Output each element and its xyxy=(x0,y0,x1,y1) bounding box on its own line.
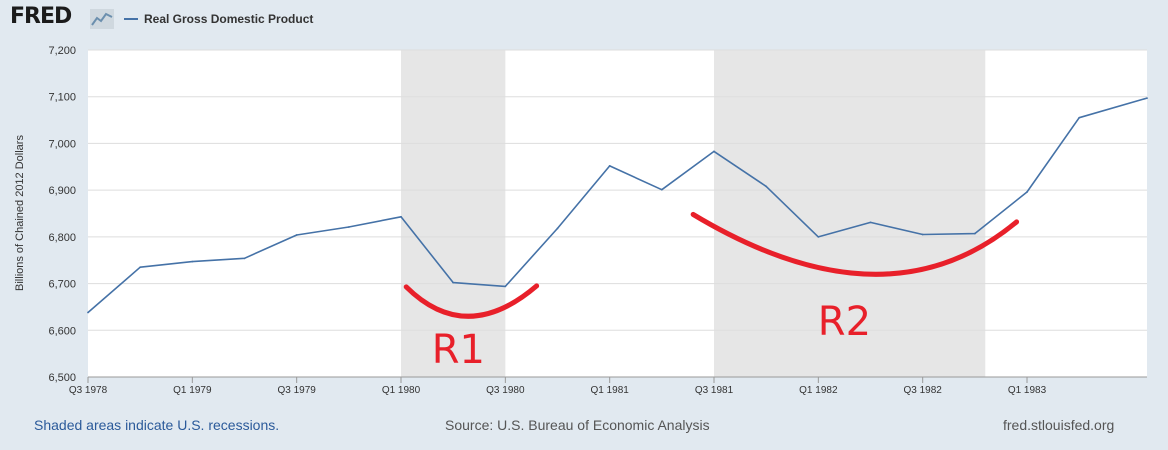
y-tick-label: 6,900 xyxy=(48,185,76,197)
data-point xyxy=(295,234,298,236)
x-tick-label: Q3 1981 xyxy=(695,385,734,396)
data-point xyxy=(191,260,194,263)
data-point xyxy=(1146,97,1148,100)
data-point xyxy=(869,221,872,224)
annotation-label-r2: R2 xyxy=(818,299,871,345)
data-point xyxy=(1026,191,1028,193)
y-tick-label: 7,000 xyxy=(48,138,76,150)
x-tick-label: Q3 1980 xyxy=(486,385,525,396)
data-point xyxy=(660,188,663,191)
recession-shading xyxy=(401,50,986,377)
legend-label: Real Gross Domestic Product xyxy=(144,12,314,26)
y-tick-label: 6,800 xyxy=(48,232,76,244)
recession-note-link[interactable]: Shaded areas indicate U.S. recessions. xyxy=(34,417,280,433)
x-tick-label: Q1 1980 xyxy=(382,385,421,396)
legend-swatch xyxy=(124,18,138,20)
plot-background xyxy=(88,50,1147,377)
x-tick-label: Q1 1981 xyxy=(590,385,629,396)
x-axis-ticks: Q3 1978 Q1 1979 Q3 1979 Q1 1980 Q3 1980 Q1 19… xyxy=(69,377,1047,396)
x-tick-label: Q1 1979 xyxy=(173,385,212,396)
x-tick-label: Q1 1983 xyxy=(1008,385,1047,396)
y-tick-label: 6,500 xyxy=(48,372,76,384)
fred-logo[interactable]: FRED xyxy=(10,4,72,29)
x-tick-label: Q1 1982 xyxy=(799,385,838,396)
y-tick-label: 6,700 xyxy=(48,279,76,291)
data-point xyxy=(765,185,768,188)
x-tick-label: Q3 1979 xyxy=(277,385,316,396)
y-axis-ticks: 6,500 6,600 6,700 6,800 6,900 7,000 7,100 7,200 xyxy=(48,45,76,384)
data-point xyxy=(243,257,246,260)
recession-band-2 xyxy=(714,50,986,377)
y-axis-label: Billions of Chained 2012 Dollars xyxy=(14,135,26,291)
annotations: R1 R2 xyxy=(403,211,1020,373)
data-point xyxy=(504,285,507,288)
y-tick-label: 6,600 xyxy=(48,325,76,337)
y-tick-label: 7,200 xyxy=(48,45,76,57)
x-tick-label: Q3 1982 xyxy=(903,385,942,396)
annotation-label-r1: R1 xyxy=(432,327,485,373)
annotation-curve-r2 xyxy=(690,211,1020,277)
data-point xyxy=(817,235,820,238)
y-tick-label: 7,100 xyxy=(48,92,76,104)
site-url-link[interactable]: fred.stlouisfed.org xyxy=(1003,417,1115,433)
data-point xyxy=(452,281,455,284)
recession-band-1 xyxy=(401,50,506,377)
data-point xyxy=(921,233,924,236)
data-point xyxy=(973,232,976,235)
data-point xyxy=(87,311,89,314)
data-point xyxy=(139,266,142,269)
data-point xyxy=(400,215,402,218)
data-point xyxy=(713,150,715,153)
annotation-curve-r1 xyxy=(403,283,540,319)
x-tick-label: Q3 1978 xyxy=(69,385,108,396)
data-point xyxy=(347,226,350,228)
data-point xyxy=(608,164,611,167)
grid-lines xyxy=(88,49,1147,331)
data-point xyxy=(1078,116,1081,119)
chart-line-icon xyxy=(90,9,114,29)
data-series xyxy=(87,97,1148,314)
source-text: Source: U.S. Bureau of Economic Analysis xyxy=(445,417,710,433)
chart-header: FRED Real Gross Domestic Product xyxy=(0,0,1168,40)
chart-legend[interactable]: Real Gross Domestic Product xyxy=(124,12,313,26)
data-point xyxy=(556,227,559,230)
